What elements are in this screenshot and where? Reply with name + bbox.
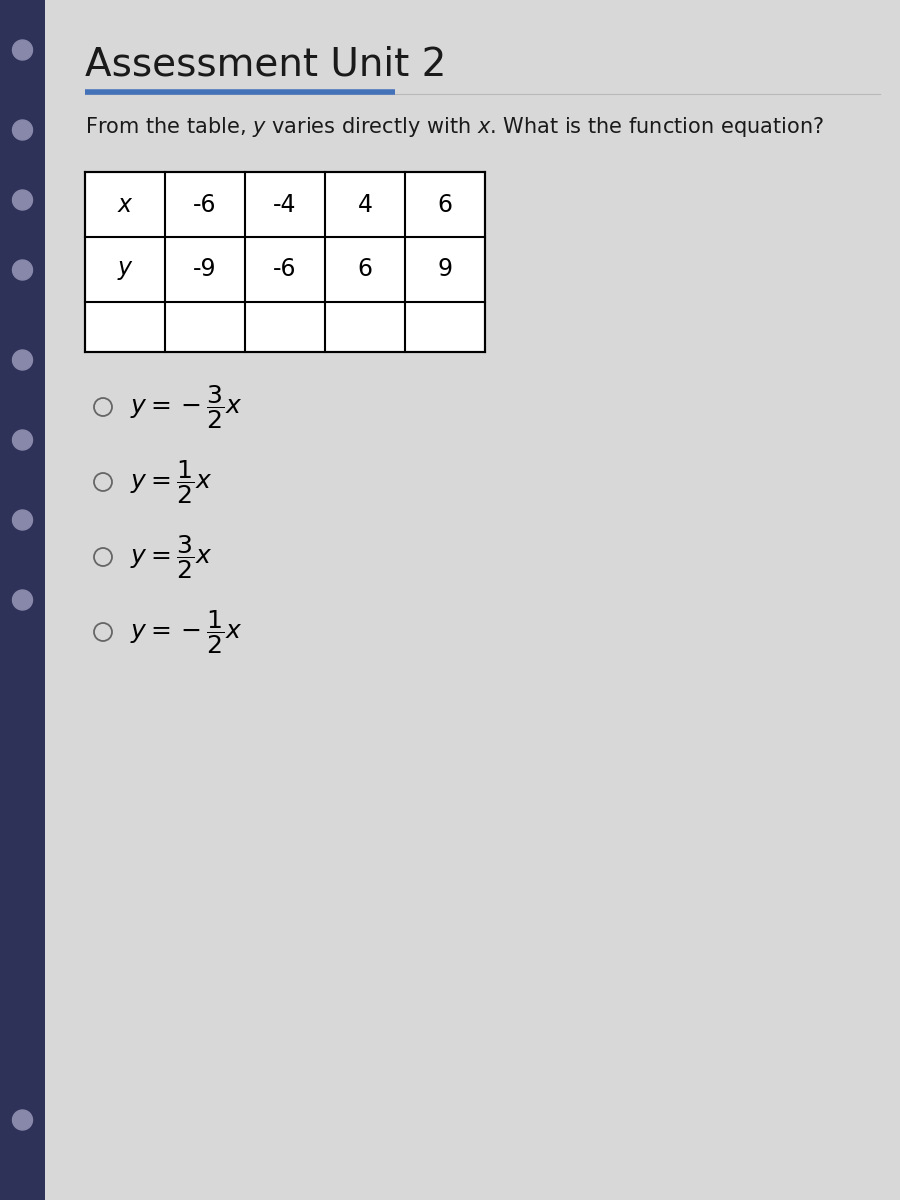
Text: $y = -\dfrac{1}{2}x$: $y = -\dfrac{1}{2}x$ <box>130 608 243 656</box>
Circle shape <box>13 120 32 140</box>
Text: 4: 4 <box>357 192 373 216</box>
Circle shape <box>13 430 32 450</box>
Bar <box>0 0 45 1200</box>
Text: -9: -9 <box>194 258 217 282</box>
Text: $y$: $y$ <box>117 258 133 282</box>
Circle shape <box>13 590 32 610</box>
Text: $x$: $x$ <box>117 192 133 216</box>
Text: From the table, $y$ varies directly with $x$. What is the function equation?: From the table, $y$ varies directly with… <box>85 115 824 139</box>
Text: -6: -6 <box>274 258 297 282</box>
Text: 6: 6 <box>357 258 373 282</box>
Text: $y = -\dfrac{3}{2}x$: $y = -\dfrac{3}{2}x$ <box>130 383 243 431</box>
Circle shape <box>13 350 32 370</box>
Text: -6: -6 <box>194 192 217 216</box>
Circle shape <box>13 260 32 280</box>
Circle shape <box>13 1110 32 1130</box>
Text: -4: -4 <box>274 192 297 216</box>
Text: 6: 6 <box>437 192 453 216</box>
Text: $y = \dfrac{1}{2}x$: $y = \dfrac{1}{2}x$ <box>130 458 212 506</box>
Circle shape <box>13 510 32 530</box>
Bar <box>85 172 485 352</box>
Text: $y = \dfrac{3}{2}x$: $y = \dfrac{3}{2}x$ <box>130 533 212 581</box>
Text: 9: 9 <box>437 258 453 282</box>
Text: Assessment Unit 2: Assessment Unit 2 <box>85 44 446 83</box>
Circle shape <box>13 190 32 210</box>
Circle shape <box>13 40 32 60</box>
